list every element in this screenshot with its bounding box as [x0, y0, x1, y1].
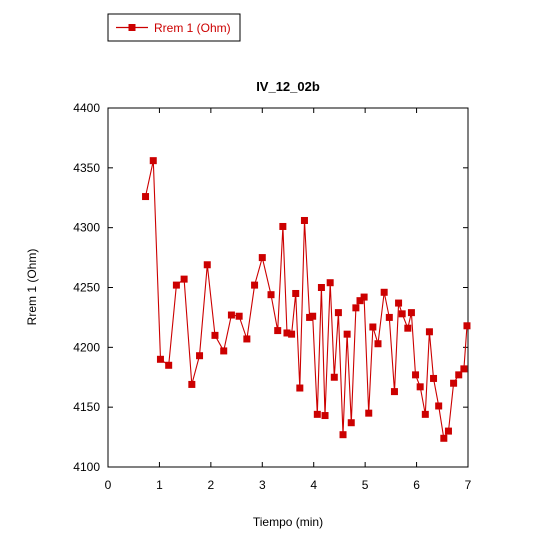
data-point [283, 329, 291, 337]
data-point [296, 384, 304, 392]
y-tick-label: 4150 [73, 400, 100, 414]
data-point [300, 216, 308, 224]
data-point [380, 288, 388, 296]
data-point [455, 371, 463, 379]
data-point [149, 157, 157, 165]
y-tick-label: 4200 [73, 340, 100, 354]
x-tick-label: 3 [259, 478, 266, 492]
data-point [395, 299, 403, 307]
data-point [360, 293, 368, 301]
data-point [369, 323, 377, 331]
data-point [412, 371, 420, 379]
y-tick-label: 4300 [73, 221, 100, 235]
data-point [347, 419, 355, 427]
data-point [385, 313, 393, 321]
data-point [339, 431, 347, 439]
data-point [180, 275, 188, 283]
data-point [274, 327, 282, 335]
data-point [460, 365, 468, 373]
x-tick-label: 7 [465, 478, 472, 492]
x-tick-label: 5 [362, 478, 369, 492]
data-point [196, 352, 204, 360]
data-point [404, 324, 412, 332]
data-point [279, 222, 287, 230]
data-point [435, 402, 443, 410]
data-point [407, 309, 415, 317]
data-point [416, 383, 424, 391]
legend-marker [128, 24, 136, 31]
data-point [450, 379, 458, 387]
data-point [188, 380, 196, 388]
y-axis: 4100 4150 4200 4250 4300 4350 4400 [73, 101, 468, 474]
data-point [292, 289, 300, 297]
y-tick-label: 4250 [73, 281, 100, 295]
data-point [321, 412, 329, 420]
data-point [288, 330, 296, 338]
data-point [326, 279, 334, 287]
y-tick-label: 4100 [73, 460, 100, 474]
data-point [165, 361, 173, 369]
x-tick-label: 0 [105, 478, 112, 492]
data-point [267, 291, 275, 299]
data-point [203, 261, 211, 269]
data-point [220, 347, 228, 355]
data-point [317, 284, 325, 291]
data-point [309, 312, 317, 320]
x-tick-label: 2 [208, 478, 215, 492]
y-axis-title: Rrem 1 (Ohm) [25, 249, 39, 326]
data-point [390, 388, 398, 396]
plot-area [107, 107, 469, 468]
x-tick-label: 4 [310, 478, 317, 492]
data-point [430, 374, 438, 382]
data-point [258, 254, 266, 262]
data-point [172, 281, 180, 289]
data-point [330, 373, 338, 381]
data-point [313, 410, 321, 418]
data-point [235, 312, 243, 320]
y-tick-label: 4400 [73, 101, 100, 115]
data-point [352, 304, 360, 312]
data-point [142, 193, 150, 201]
y-tick-label: 4350 [73, 161, 100, 175]
data-point [374, 340, 382, 348]
chart-title: IV_12_02b [256, 79, 320, 94]
data-point [334, 309, 342, 317]
data-point [251, 281, 259, 289]
data-point [421, 410, 429, 418]
x-tick-label: 1 [156, 478, 163, 492]
legend: Rrem 1 (Ohm) [107, 13, 241, 42]
data-point [156, 355, 164, 363]
data-point [444, 427, 452, 435]
data-point [227, 311, 235, 319]
x-axis-title: Tiempo (min) [253, 515, 323, 529]
data-point [440, 434, 448, 442]
series-rrem-1 [142, 157, 471, 442]
data-point [425, 328, 433, 336]
data-point [365, 409, 373, 417]
data-point [343, 330, 351, 338]
x-axis: 0 1 2 3 4 5 6 7 [105, 108, 472, 492]
series-line [144, 160, 468, 440]
legend-label: Rrem 1 (Ohm) [154, 21, 231, 35]
x-tick-label: 6 [413, 478, 420, 492]
data-point [243, 335, 251, 343]
data-point [211, 331, 219, 339]
data-point [398, 310, 406, 318]
data-point [463, 322, 471, 330]
data-point [356, 297, 364, 305]
